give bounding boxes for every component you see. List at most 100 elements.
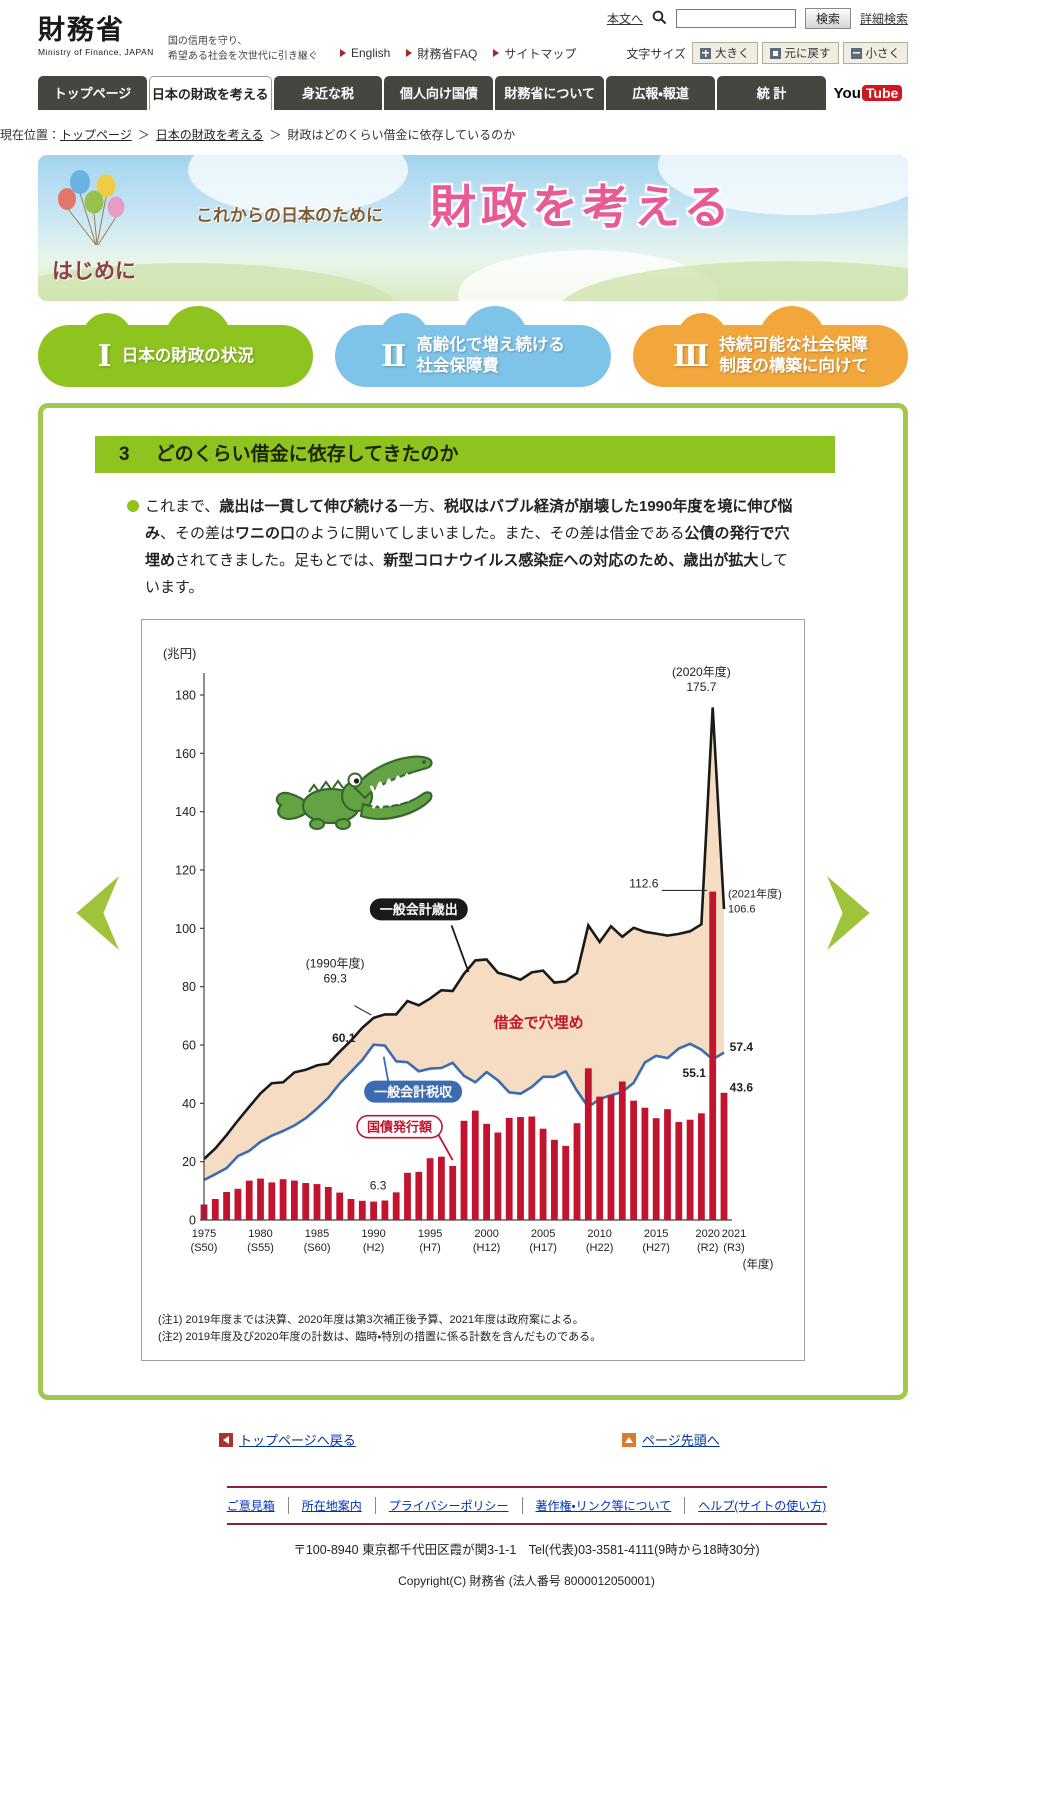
svg-text:(S60): (S60)	[304, 1242, 331, 1254]
svg-text:112.6: 112.6	[629, 877, 658, 891]
svg-text:1980: 1980	[248, 1228, 272, 1240]
page-top-link[interactable]: ページ先頭へ	[622, 1430, 720, 1449]
skip-to-content-link[interactable]: 本文へ	[606, 12, 643, 26]
svg-text:180: 180	[175, 689, 196, 703]
font-larger-icon	[700, 47, 711, 59]
svg-text:(1990年度): (1990年度)	[306, 957, 365, 971]
svg-text:175.7: 175.7	[686, 680, 716, 694]
svg-text:55.1: 55.1	[683, 1066, 707, 1080]
section-button-1[interactable]: Ⅰ 日本の財政の状況	[38, 306, 314, 387]
page-links: トップページへ戻る ページ先頭へ	[38, 1430, 908, 1452]
tab-about-mof[interactable]: 財務省について	[495, 76, 605, 110]
font-reset-icon	[769, 47, 781, 59]
chart-container: 0 20 40 60 80 100 120 140 160 180 1975 (S50) 1980 (S5…	[141, 619, 805, 1362]
tagline-line1: 国の信用を守り、	[167, 36, 248, 47]
svg-text:1985: 1985	[305, 1228, 329, 1240]
tab-statistics[interactable]: 統 計	[717, 76, 826, 110]
chart-note-2: (注2) 2019年度及び2020年度の計数は、臨時・特別の措置に係る計数を含ん…	[158, 1331, 602, 1344]
footer-link-privacy-policy[interactable]: プライバシーポリシー	[376, 1497, 523, 1515]
breadcrumb-japan-finance[interactable]: 日本の財政を考える	[155, 128, 264, 142]
tab-japan-public-finance[interactable]: 日本の財政を考える	[148, 76, 272, 110]
svg-text:80: 80	[182, 980, 196, 994]
svg-text:2021: 2021	[722, 1228, 746, 1240]
svg-text:2005: 2005	[531, 1228, 555, 1240]
section-button-2[interactable]: Ⅱ 高齢化で増え続ける 社会保障費	[335, 306, 611, 387]
chart-note-1: (注1) 2019年度までは決算、2020年度は第3次補正後予算、2021年度は…	[158, 1314, 584, 1326]
previous-page-arrow[interactable]	[76, 876, 119, 950]
back-to-top-page-link[interactable]: トップページへ戻る	[219, 1430, 356, 1449]
site-header: 財務省 Ministry of Finance, JAPAN 国の信用を守り、 …	[38, 0, 908, 110]
svg-text:(S50): (S50)	[191, 1242, 218, 1254]
svg-text:(兆円): (兆円)	[163, 647, 196, 661]
section-buttons: Ⅰ 日本の財政の状況 Ⅱ 高齢化で増え続ける 社会保障費 Ⅲ 持続可能な社会保障制…	[38, 306, 908, 387]
logo-title: 財務省	[38, 15, 125, 46]
search-input[interactable]	[675, 9, 796, 28]
font-size-label: 文字サイズ	[626, 46, 686, 61]
tab-public-relations[interactable]: 広報・報道	[606, 76, 716, 110]
hero-intro-text: これからの日本のために	[196, 206, 383, 225]
svg-text:1975: 1975	[192, 1228, 216, 1240]
svg-text:(2020年度): (2020年度)	[672, 665, 731, 679]
svg-text:43.6: 43.6	[730, 1081, 754, 1095]
logo-subtitle: Ministry of Finance, JAPAN	[38, 47, 154, 57]
next-page-arrow[interactable]	[827, 876, 870, 950]
svg-text:2000: 2000	[474, 1228, 498, 1240]
mof-logo[interactable]: 財務省 Ministry of Finance, JAPAN	[38, 8, 154, 57]
svg-text:2010: 2010	[587, 1228, 611, 1240]
svg-text:1995: 1995	[418, 1228, 442, 1240]
svg-text:(H22): (H22)	[586, 1242, 614, 1254]
svg-text:57.4: 57.4	[730, 1040, 754, 1054]
svg-text:(H17): (H17)	[529, 1242, 557, 1254]
svg-text:(2021年度): (2021年度)	[728, 887, 782, 901]
breadcrumb-top-page[interactable]: トップページ	[60, 128, 132, 142]
advanced-search-link[interactable]: 詳細検索	[859, 12, 908, 26]
svg-text:40: 40	[182, 1097, 196, 1111]
breadcrumb-current: 財政はどのくらい借金に依存しているのか	[287, 128, 516, 142]
footer-links: ご意見箱 所在地案内 プライバシーポリシー 著作権・リンク等について ヘルプ(サ…	[0, 1488, 1053, 1523]
svg-text:(R2): (R2)	[697, 1242, 718, 1254]
font-larger-button[interactable]: 大きく	[692, 42, 758, 64]
svg-text:借金で穴埋め: 借金で穴埋め	[493, 1014, 584, 1032]
youtube-logo: You	[833, 84, 861, 102]
faq-link[interactable]: 財務省FAQ	[406, 45, 477, 62]
numeral-1: Ⅰ	[97, 338, 112, 374]
site-footer: ご意見箱 所在地案内 プライバシーポリシー 著作権・リンク等について ヘルプ(サ…	[0, 1486, 1053, 1619]
tagline-line2: 希望ある社会を次世代に引き継ぐ	[167, 51, 318, 62]
footer-link-location[interactable]: 所在地案内	[289, 1497, 376, 1515]
font-reset-button[interactable]: 元に戻す	[761, 42, 839, 64]
svg-text:一般会計歳出: 一般会計歳出	[380, 902, 458, 917]
hero-title: 財政を考える	[430, 181, 735, 233]
breadcrumb: 現在位置：トップページ＞日本の財政を考える＞財政はどのくらい借金に依存しているの…	[0, 128, 516, 142]
search-button[interactable]: 検索	[804, 8, 851, 29]
footer-link-copyright-policy[interactable]: 著作権・リンク等について	[523, 1497, 686, 1515]
footer-link-opinion-box[interactable]: ご意見箱	[214, 1497, 289, 1515]
crocodile-illustration	[275, 755, 433, 830]
footer-link-help[interactable]: ヘルプ(サイトの使い方)	[698, 1499, 827, 1514]
section-title: どのくらい借金に依存してきたのか	[155, 444, 459, 465]
main-nav: トップページ 日本の財政を考える 身近な税 個人向け国債 財務省について 広報・…	[38, 76, 908, 110]
svg-text:6.3: 6.3	[370, 1178, 387, 1192]
svg-text:(R3): (R3)	[723, 1242, 744, 1254]
footer-copyright: Copyright(C) 財務省 (法人番号 8000012050001)	[398, 1574, 655, 1589]
tab-familiar-tax[interactable]: 身近な税	[273, 76, 383, 110]
breadcrumb-label: 現在位置：	[0, 128, 61, 142]
youtube-link[interactable]: You Tube	[827, 76, 908, 110]
font-smaller-icon	[850, 47, 862, 59]
svg-text:100: 100	[175, 922, 196, 936]
svg-text:60.1: 60.1	[332, 1031, 356, 1045]
english-link[interactable]: English	[340, 46, 390, 60]
tab-jgb-for-individuals[interactable]: 個人向け国債	[384, 76, 494, 110]
svg-text:120: 120	[175, 864, 196, 878]
svg-text:(H2): (H2)	[363, 1242, 384, 1254]
sitemap-link[interactable]: サイトマップ	[493, 45, 576, 62]
tagline: 国の信用を守り、 希望ある社会を次世代に引き継ぐ	[168, 34, 318, 64]
section-button-3[interactable]: Ⅲ 持続可能な社会保障 制度の構築に向けて	[632, 306, 908, 387]
font-smaller-button[interactable]: 小さく	[842, 42, 908, 64]
svg-text:0: 0	[189, 1214, 196, 1228]
search-icon	[652, 10, 667, 28]
svg-text:160: 160	[175, 747, 196, 761]
svg-text:20: 20	[182, 1155, 196, 1169]
svg-text:(H12): (H12)	[473, 1242, 501, 1254]
svg-text:69.3: 69.3	[323, 972, 347, 986]
tab-top-page[interactable]: トップページ	[38, 76, 147, 110]
